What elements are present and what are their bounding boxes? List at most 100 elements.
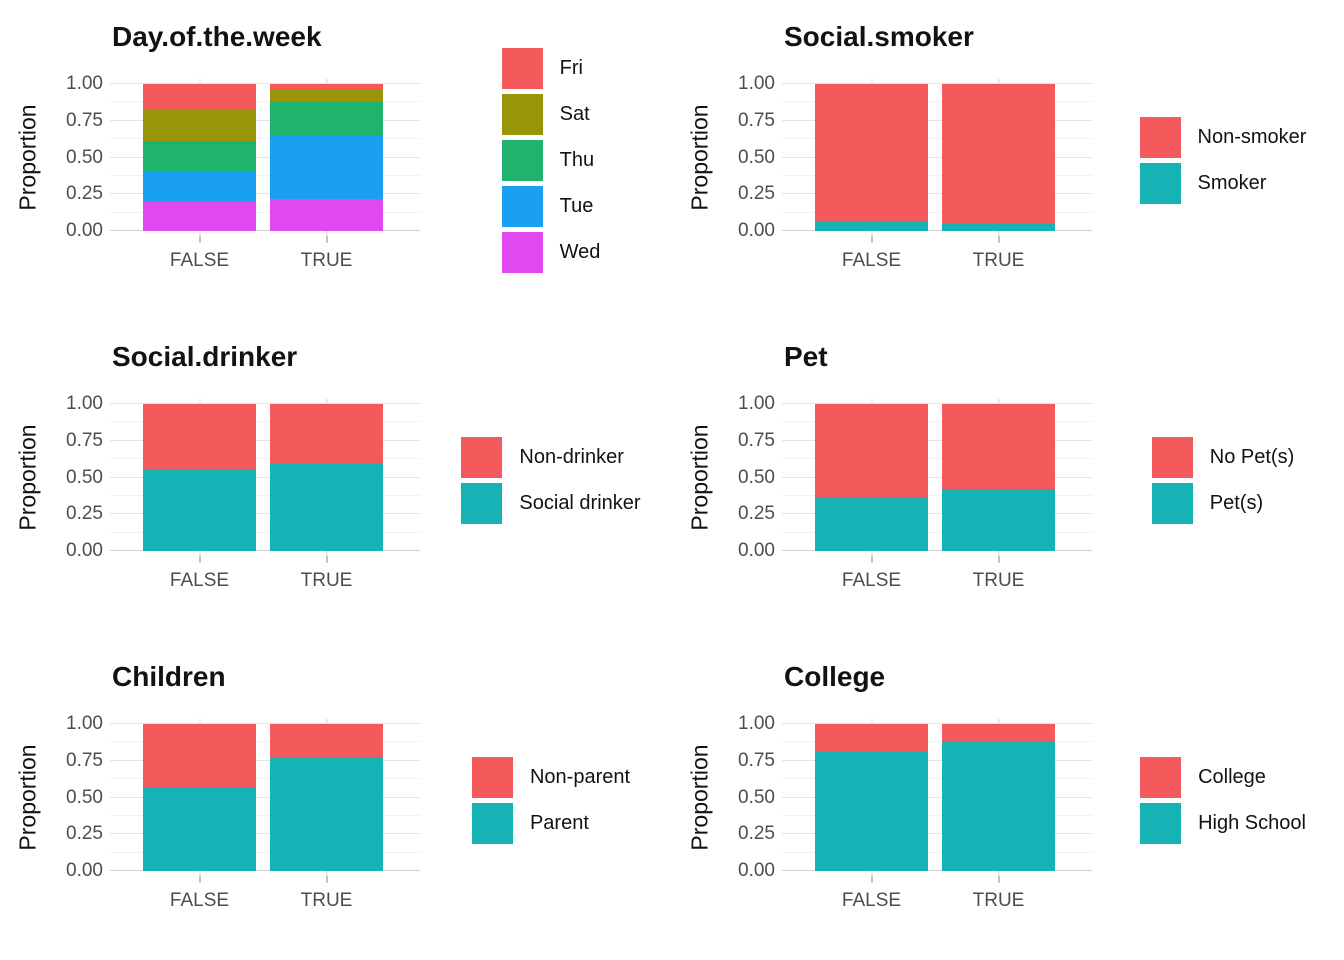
minor-gridline [782, 778, 1092, 780]
stacked-bar [942, 84, 1055, 231]
y-tick-label: 1.00 [738, 393, 775, 414]
bar-segment [942, 741, 1055, 871]
y-tick-label: 0.75 [66, 109, 103, 131]
x-tick-mark [997, 556, 1000, 563]
major-gridline [110, 403, 420, 404]
x-tick-label: TRUE [972, 250, 1025, 271]
legend-item: High School [1140, 802, 1306, 844]
chart-panel: Pet Proportion 1.00 0.75 0.50 0.25 0.00 FALSE TR… [672, 320, 1344, 640]
x-tick-mark [870, 236, 873, 243]
legend-label: College [1198, 765, 1266, 788]
chart-title: Social.drinker [112, 341, 298, 372]
bar-segment [942, 223, 1055, 231]
legend-label: Parent [529, 811, 589, 834]
bar-segment [270, 462, 383, 551]
minor-gridline [782, 138, 1092, 140]
major-gridline [782, 403, 1092, 404]
stacked-bar [942, 404, 1055, 551]
major-gridline [782, 193, 1092, 195]
axis-baseline [782, 550, 1092, 551]
major-gridline [782, 83, 1092, 84]
minor-gridline [110, 778, 420, 780]
x-tick-label: TRUE [972, 570, 1025, 591]
bar-segment [143, 468, 256, 551]
bar-segment [815, 404, 928, 497]
y-tick-label: 0.75 [738, 109, 775, 131]
y-tick-label: 0.25 [738, 183, 775, 205]
legend-label: Smoker [1197, 171, 1267, 194]
x-tick-mark [997, 236, 1000, 243]
legend-key [1140, 756, 1182, 798]
bar-segment [942, 489, 1055, 551]
y-tick-label: 0.25 [66, 503, 103, 525]
major-gridline [110, 193, 420, 195]
x-tick-label: TRUE [300, 890, 353, 911]
legend-item: Pet(s) [1151, 482, 1294, 524]
minor-gridline [110, 458, 420, 460]
y-tick-label: 1.00 [738, 713, 775, 734]
bar-segment [270, 404, 383, 463]
x-tick-label: FALSE [841, 570, 902, 591]
legend-item: Sat [501, 93, 601, 135]
legend-item: Smoker [1139, 162, 1307, 204]
minor-gridline [110, 101, 420, 103]
bar-segment [143, 172, 256, 202]
y-tick-label: 0.00 [66, 220, 103, 241]
stacked-bar [942, 724, 1055, 871]
chart-panel: Day.of.the.week Proportion 1.00 0.75 0.50 0.2… [0, 0, 672, 320]
legend-key [1140, 802, 1182, 844]
major-gridline [110, 723, 420, 724]
y-tick-label: 1.00 [66, 73, 103, 94]
x-tick-label: FALSE [169, 890, 230, 911]
legend-label: Wed [559, 240, 601, 263]
x-tick-label: FALSE [169, 570, 230, 591]
major-gridline [110, 759, 420, 761]
plot-area [782, 719, 1092, 883]
chart-panel: Children Proportion 1.00 0.75 0.50 0.25 0.00 FA… [0, 640, 672, 960]
major-gridline [782, 796, 1092, 798]
legend-key [501, 185, 543, 227]
legend-label: Pet(s) [1209, 491, 1264, 514]
bar-segment [270, 724, 383, 758]
major-gridline [110, 119, 420, 121]
legend-label: Tue [559, 194, 594, 217]
x-tick-mark [325, 236, 328, 243]
chart-panel: Social.smoker Proportion 1.00 0.75 0.50 0.25 0… [672, 0, 1344, 320]
minor-gridline [782, 851, 1092, 853]
major-gridline [110, 476, 420, 478]
legend-key [471, 802, 513, 844]
y-tick-label: 1.00 [66, 713, 103, 734]
bar-segment [270, 89, 383, 102]
legend-label: Sat [559, 102, 590, 125]
x-tick-mark [325, 876, 328, 883]
stacked-bar [143, 724, 256, 871]
y-tick-label: 0.75 [738, 749, 775, 771]
minor-gridline [782, 494, 1092, 496]
y-tick-label: 0.00 [66, 860, 103, 881]
x-tick-label: FALSE [169, 250, 230, 271]
bar-segment [815, 724, 928, 752]
legend-key [1151, 436, 1193, 478]
major-gridline [782, 439, 1092, 441]
legend-label: Fri [559, 56, 583, 79]
y-tick-label: 0.00 [738, 540, 775, 561]
legend-item: Wed [501, 231, 601, 273]
legend-item: College [1140, 756, 1306, 798]
y-tick-label: 0.75 [66, 429, 103, 451]
legend-key [461, 482, 503, 524]
chart-title: College [784, 661, 886, 692]
legend-key [501, 93, 543, 135]
legend-key [461, 436, 503, 478]
bar-segment [143, 724, 256, 788]
minor-gridline [110, 851, 420, 853]
y-tick-label: 0.00 [738, 860, 775, 881]
minor-gridline [782, 531, 1092, 533]
minor-gridline [110, 531, 420, 533]
legend-items: College High School [1140, 756, 1306, 844]
legend-item: Non-drinker [461, 436, 640, 478]
plot-area [110, 79, 420, 243]
minor-gridline [782, 814, 1092, 816]
y-tick-label: 0.75 [738, 429, 775, 451]
bar-segment [815, 751, 928, 871]
